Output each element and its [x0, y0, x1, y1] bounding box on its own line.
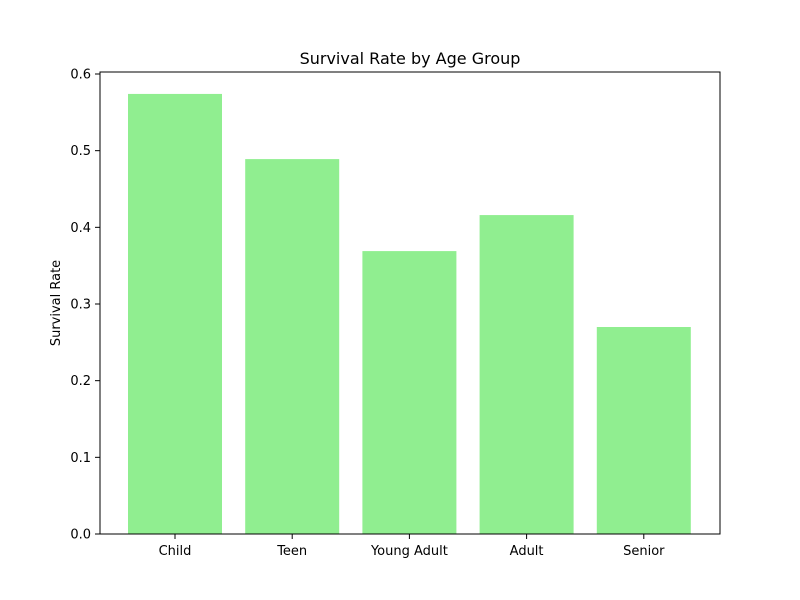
y-tick-label: 0.6	[70, 68, 91, 83]
bar-teen	[245, 159, 340, 534]
bar-senior	[596, 327, 691, 534]
plot-frame	[99, 71, 721, 535]
y-axis-label: Survival Rate	[49, 260, 64, 346]
bar-child	[128, 93, 222, 535]
x-tick-label: Young Adult	[370, 544, 448, 559]
x-axis-ticks: Child Teen Young Adult Adult Senior	[159, 534, 665, 559]
bar-young-adult	[362, 251, 457, 534]
y-tick-label: 0.0	[70, 528, 91, 543]
x-tick-label: Teen	[276, 544, 307, 559]
y-tick-label: 0.5	[70, 144, 91, 159]
x-tick-label: Child	[159, 544, 192, 559]
x-tick-label: Senior	[623, 544, 665, 559]
y-tick-label: 0.1	[70, 451, 91, 466]
y-tick-label: 0.2	[70, 374, 91, 389]
x-tick-label: Adult	[510, 544, 544, 559]
y-axis-ticks: 0.0 0.1 0.2 0.3 0.4 0.5 0.6	[70, 68, 100, 543]
bar-adult	[479, 215, 574, 534]
bars-group	[128, 93, 691, 535]
y-tick-label: 0.3	[70, 298, 91, 313]
y-tick-label: 0.4	[70, 221, 91, 236]
chart-title: Survival Rate by Age Group	[300, 49, 521, 68]
